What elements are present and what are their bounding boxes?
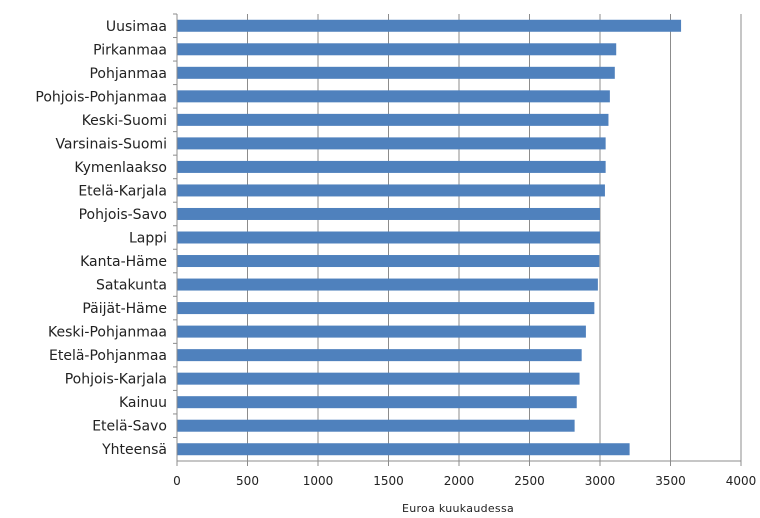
bar — [177, 349, 582, 362]
category-label: Kymenlaakso — [74, 160, 167, 176]
bar — [177, 443, 630, 456]
category-label: Keski-Suomi — [82, 113, 167, 129]
bar — [177, 302, 595, 315]
bar — [177, 137, 606, 150]
category-label: Uusimaa — [106, 19, 167, 35]
x-axis-title: Euroa kuukaudessa — [402, 502, 514, 515]
category-label: Kanta-Häme — [80, 254, 167, 270]
category-label: Etelä-Savo — [92, 419, 167, 435]
category-label: Yhteensä — [101, 442, 167, 458]
category-label: Pohjanmaa — [89, 66, 167, 82]
x-tick-label: 500 — [236, 474, 259, 488]
category-label: Lappi — [129, 231, 167, 247]
bar — [177, 419, 575, 432]
bar — [177, 207, 600, 220]
bar — [177, 184, 605, 197]
category-label: Pohjois-Savo — [79, 207, 167, 223]
x-tick-label: 1500 — [373, 474, 404, 488]
x-tick-label: 2000 — [444, 474, 475, 488]
category-labels: Uusimaa Pirkanmaa Pohjanmaa Pohjois-Pohjanm… — [35, 19, 167, 458]
x-tick-label: 2500 — [514, 474, 545, 488]
category-label: Kainuu — [119, 395, 167, 411]
x-tick-label: 0 — [173, 474, 181, 488]
category-label: Satakunta — [96, 278, 167, 294]
x-tick-label: 4000 — [726, 474, 757, 488]
bar — [177, 19, 682, 32]
category-label: Etelä-Pohjanmaa — [49, 348, 167, 364]
bar — [177, 90, 610, 103]
category-label: Päijät-Häme — [82, 301, 167, 317]
category-label: Pohjois-Karjala — [65, 372, 167, 388]
category-label: Etelä-Karjala — [78, 183, 167, 199]
category-label: Varsinais-Suomi — [55, 136, 167, 152]
bar — [177, 113, 609, 126]
axes — [173, 13, 742, 466]
bar — [177, 325, 586, 338]
x-tick-label: 3500 — [655, 474, 686, 488]
bar — [177, 372, 580, 385]
bar — [177, 396, 577, 409]
category-label: Pirkanmaa — [93, 42, 167, 58]
x-tick-label: 3000 — [585, 474, 616, 488]
bar — [177, 278, 598, 291]
bars — [177, 19, 682, 456]
bar — [177, 255, 600, 268]
category-label: Pohjois-Pohjanmaa — [35, 89, 167, 105]
category-label: Keski-Pohjanmaa — [48, 325, 167, 341]
bar — [177, 43, 617, 56]
bar — [177, 160, 606, 173]
bar — [177, 66, 615, 79]
bar — [177, 231, 600, 244]
x-tick-label: 1000 — [303, 474, 334, 488]
tick-labels: 0 500 1000 1500 2000 2500 3000 3500 4000 — [173, 474, 756, 488]
